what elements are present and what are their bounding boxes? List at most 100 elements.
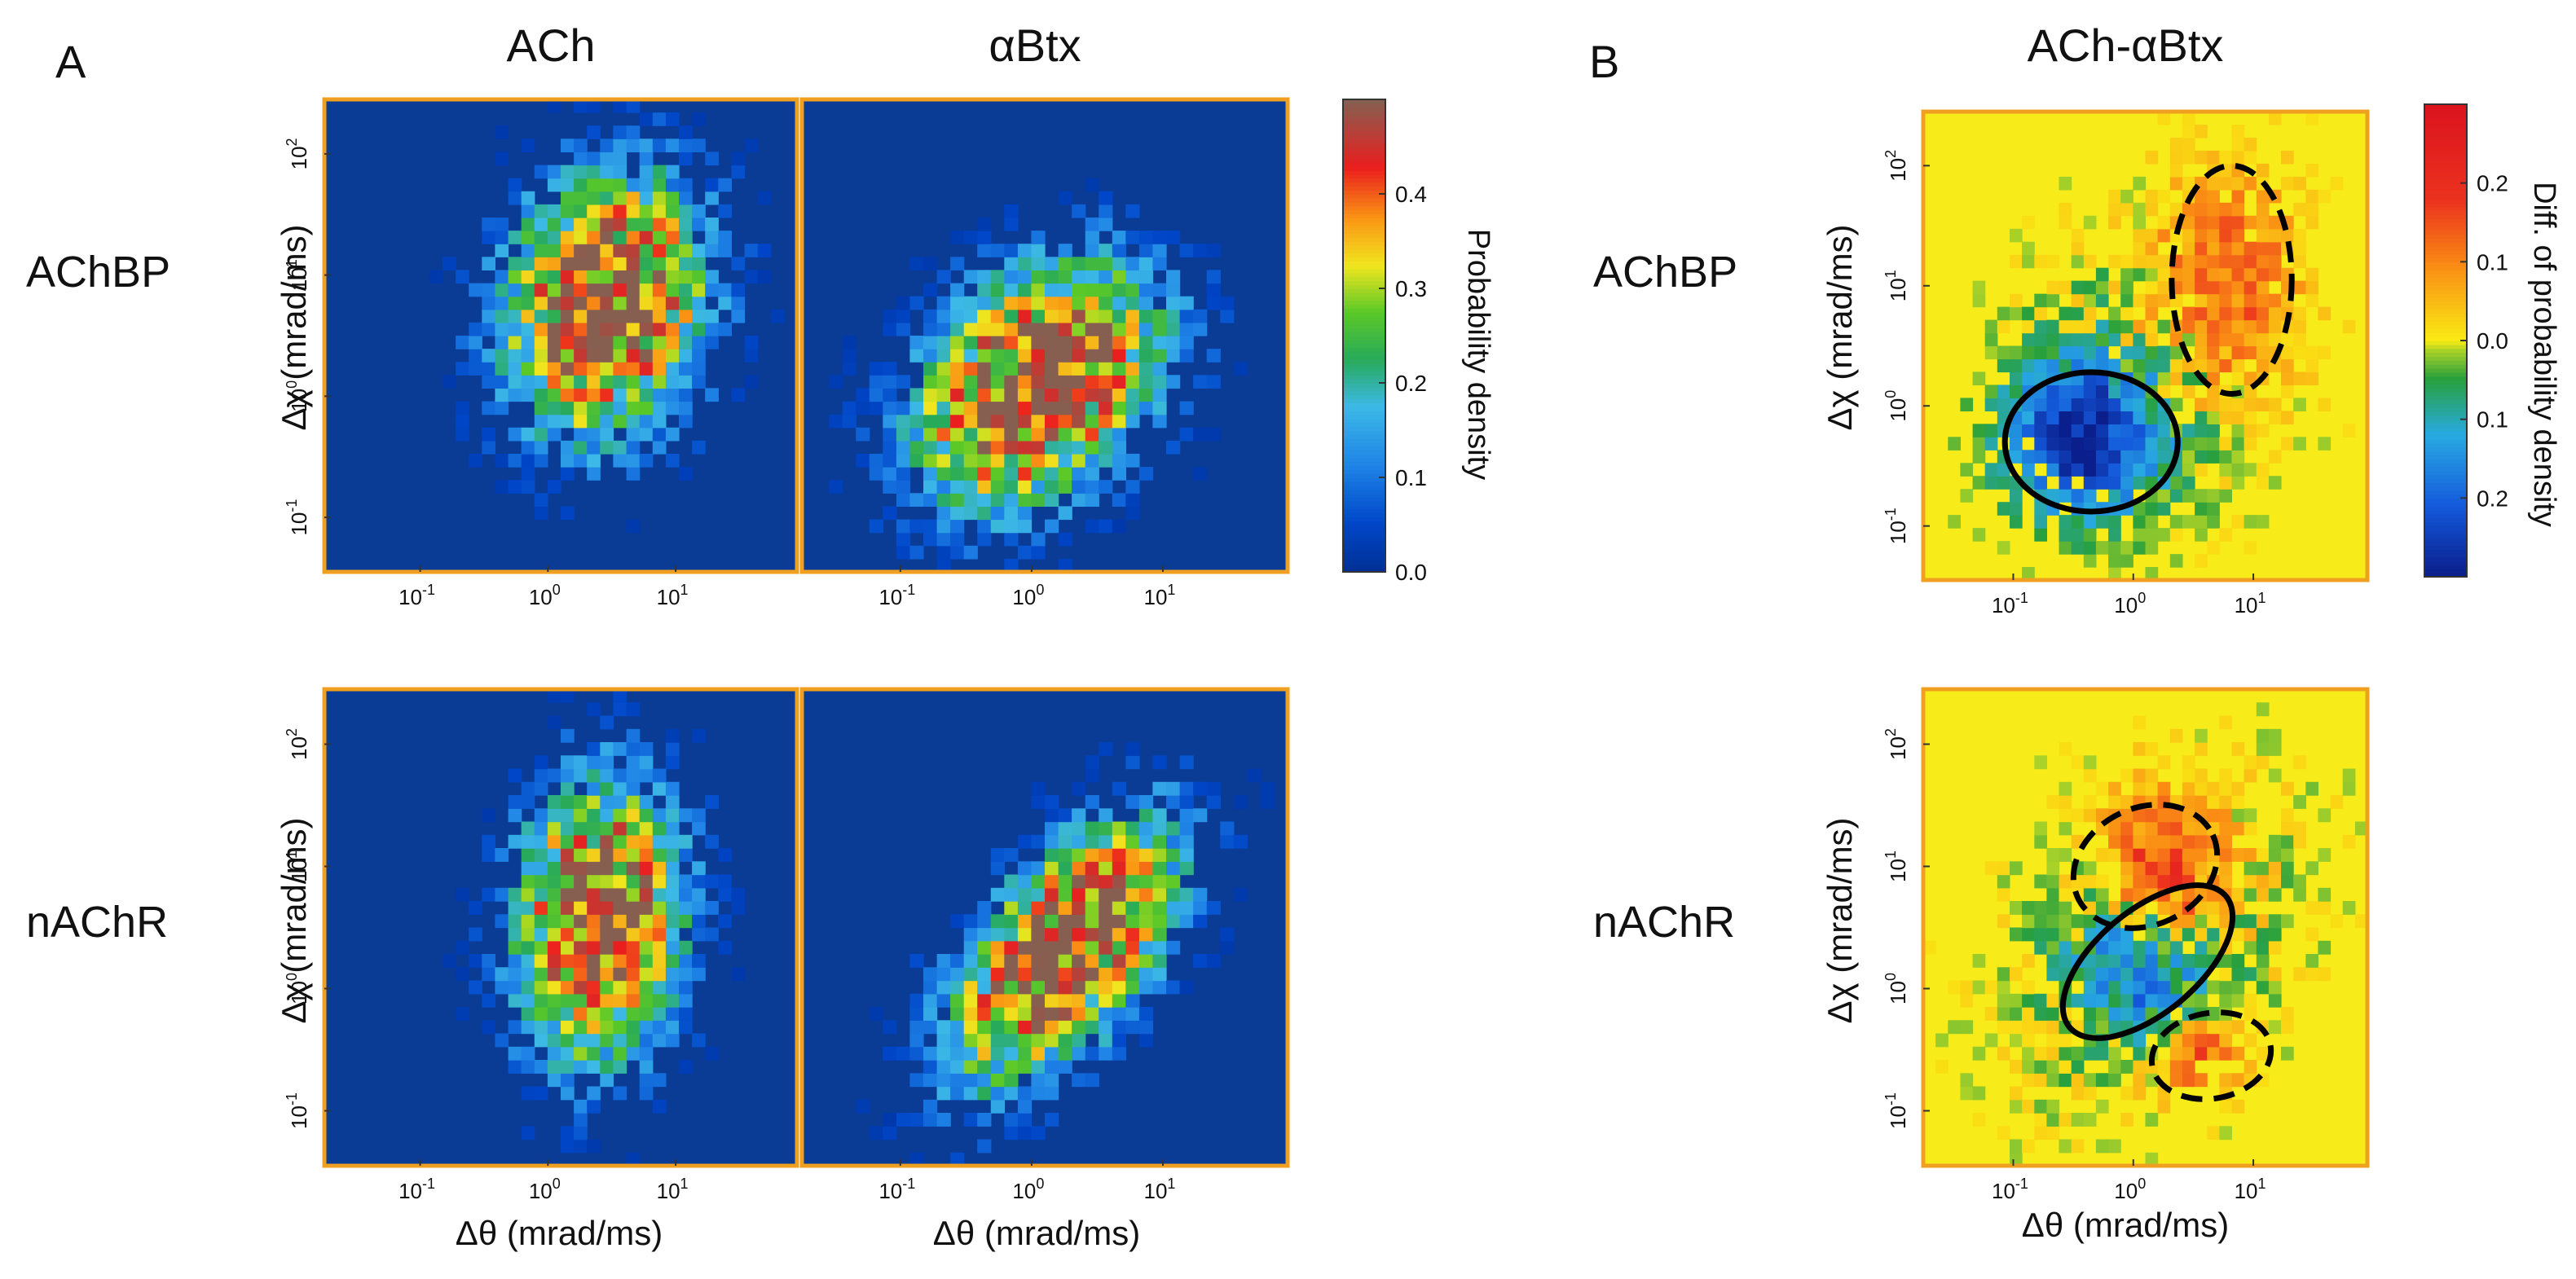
heatmap-cell: [2305, 954, 2318, 968]
heatmap-cell: [2219, 450, 2232, 464]
heatmap-cell: [561, 768, 575, 783]
heatmap-cell: [495, 125, 509, 139]
heatmap-cell: [1031, 1060, 1046, 1074]
heatmap-cell: [963, 362, 978, 376]
heatmap-cell: [2145, 1073, 2159, 1088]
heatmap-cell: [547, 99, 561, 113]
heatmap-cell: [2083, 306, 2097, 321]
heatmap-cell: [2133, 541, 2147, 555]
heatmap-cell: [613, 808, 627, 823]
heatmap-cell: [2108, 834, 2121, 849]
heatmap-cell: [1997, 345, 2010, 360]
heatmap-cell: [2244, 398, 2257, 411]
colorbar-segment: [1343, 327, 1385, 332]
heatmap-cell: [600, 967, 614, 982]
heatmap-cell: [2318, 189, 2332, 204]
heatmap-cell: [1997, 1020, 2010, 1035]
heatmap-cell: [534, 493, 548, 507]
heatmap-cell: [1004, 244, 1019, 257]
heatmap-cell: [692, 138, 706, 152]
heatmap-cell: [1072, 454, 1086, 468]
heatmap-cell: [1984, 861, 1998, 876]
heatmap-cell: [2281, 228, 2294, 243]
heatmap-cell: [534, 980, 548, 995]
heatmap-cell: [2034, 1020, 2047, 1035]
heatmap-cell: [2244, 874, 2257, 889]
heatmap-cell: [2256, 940, 2270, 955]
heatmap-cell: [1085, 914, 1099, 929]
heatmap-cell: [2256, 887, 2270, 902]
colorbar-segment: [2424, 376, 2467, 381]
heatmap-cell: [744, 270, 759, 284]
heatmap-cell: [2010, 1033, 2023, 1048]
heatmap-cell: [2318, 306, 2332, 321]
heatmap-cell: [2022, 1073, 2035, 1088]
heatmap-cell: [1125, 914, 1140, 929]
heatmap-cell: [2157, 358, 2171, 373]
heatmap-cell: [547, 322, 561, 336]
heatmap-cell: [1972, 476, 1986, 490]
heatmap-cell: [990, 375, 1005, 389]
heatmap-cell: [2182, 358, 2195, 373]
heatmap-cell: [2083, 463, 2097, 477]
heatmap-cell: [1004, 467, 1019, 481]
heatmap-cell: [534, 388, 548, 402]
heatmap-cell: [547, 349, 561, 363]
heatmap-cell: [1085, 257, 1099, 270]
heatmap-cell: [2083, 450, 2097, 464]
heatmap-cell: [1099, 362, 1113, 376]
heatmap-cell: [665, 283, 680, 297]
heatmap-cell: [2244, 914, 2257, 929]
heatmap-cell: [692, 808, 706, 823]
heatmap-cell: [1072, 309, 1086, 323]
heatmap-cell: [2145, 528, 2159, 542]
heatmap-cell: [2157, 293, 2171, 308]
heatmap-cell: [1072, 781, 1086, 796]
heatmap-cell: [534, 808, 548, 823]
heatmap-cell: [665, 927, 680, 942]
heatmap-cell: [2195, 332, 2208, 347]
heatmap-cell: [1072, 283, 1086, 297]
heatmap-cell: [2120, 463, 2133, 477]
heatmap-cell: [1045, 440, 1059, 455]
heatmap-cell: [2182, 476, 2195, 490]
heatmap-cell: [1125, 861, 1140, 876]
heatmap-cell: [1017, 257, 1033, 270]
heatmap-cell: [936, 414, 951, 429]
heatmap-cell: [2046, 993, 2060, 1008]
heatmap-cell: [1004, 283, 1019, 297]
heatmap-cell: [665, 887, 680, 902]
colorbar-frame: [1342, 99, 1386, 573]
heatmap-cell: [2169, 489, 2183, 503]
heatmap-cell: [2281, 914, 2294, 929]
heatmap-cell: [2268, 861, 2282, 876]
heatmap-cell: [1112, 861, 1126, 876]
heatmap-cell: [1193, 781, 1208, 796]
heatmap-cell: [2256, 358, 2270, 373]
heatmap-cell: [2207, 398, 2220, 411]
heatmap-cell: [2195, 293, 2208, 308]
heatmap-cell: [2195, 795, 2208, 809]
heatmap-cell: [2182, 150, 2195, 165]
heatmap-cell: [2169, 848, 2183, 862]
heatmap-cell: [521, 480, 535, 494]
heatmap-cell: [1166, 296, 1181, 310]
heatmap-cell: [2108, 795, 2121, 809]
heatmap-cell: [1099, 821, 1113, 836]
heatmap-cell: [1179, 309, 1194, 323]
heatmap-cell: [1085, 218, 1099, 231]
heatmap-cell: [2207, 502, 2220, 516]
heatmap-cell: [2281, 385, 2294, 398]
heatmap-cell: [665, 755, 680, 770]
heatmap-cell: [2244, 967, 2257, 982]
heatmap-cell: [692, 728, 706, 743]
heatmap-cell: [600, 270, 614, 284]
heatmap-cell: [2157, 450, 2171, 464]
heatmap-cell: [1017, 322, 1033, 336]
colorbar-segment: [1343, 430, 1385, 435]
heatmap-cell: [652, 887, 667, 902]
heatmap-cell: [2157, 834, 2171, 849]
heatmap-cell: [963, 401, 978, 415]
heatmap-cell: [1099, 309, 1113, 323]
